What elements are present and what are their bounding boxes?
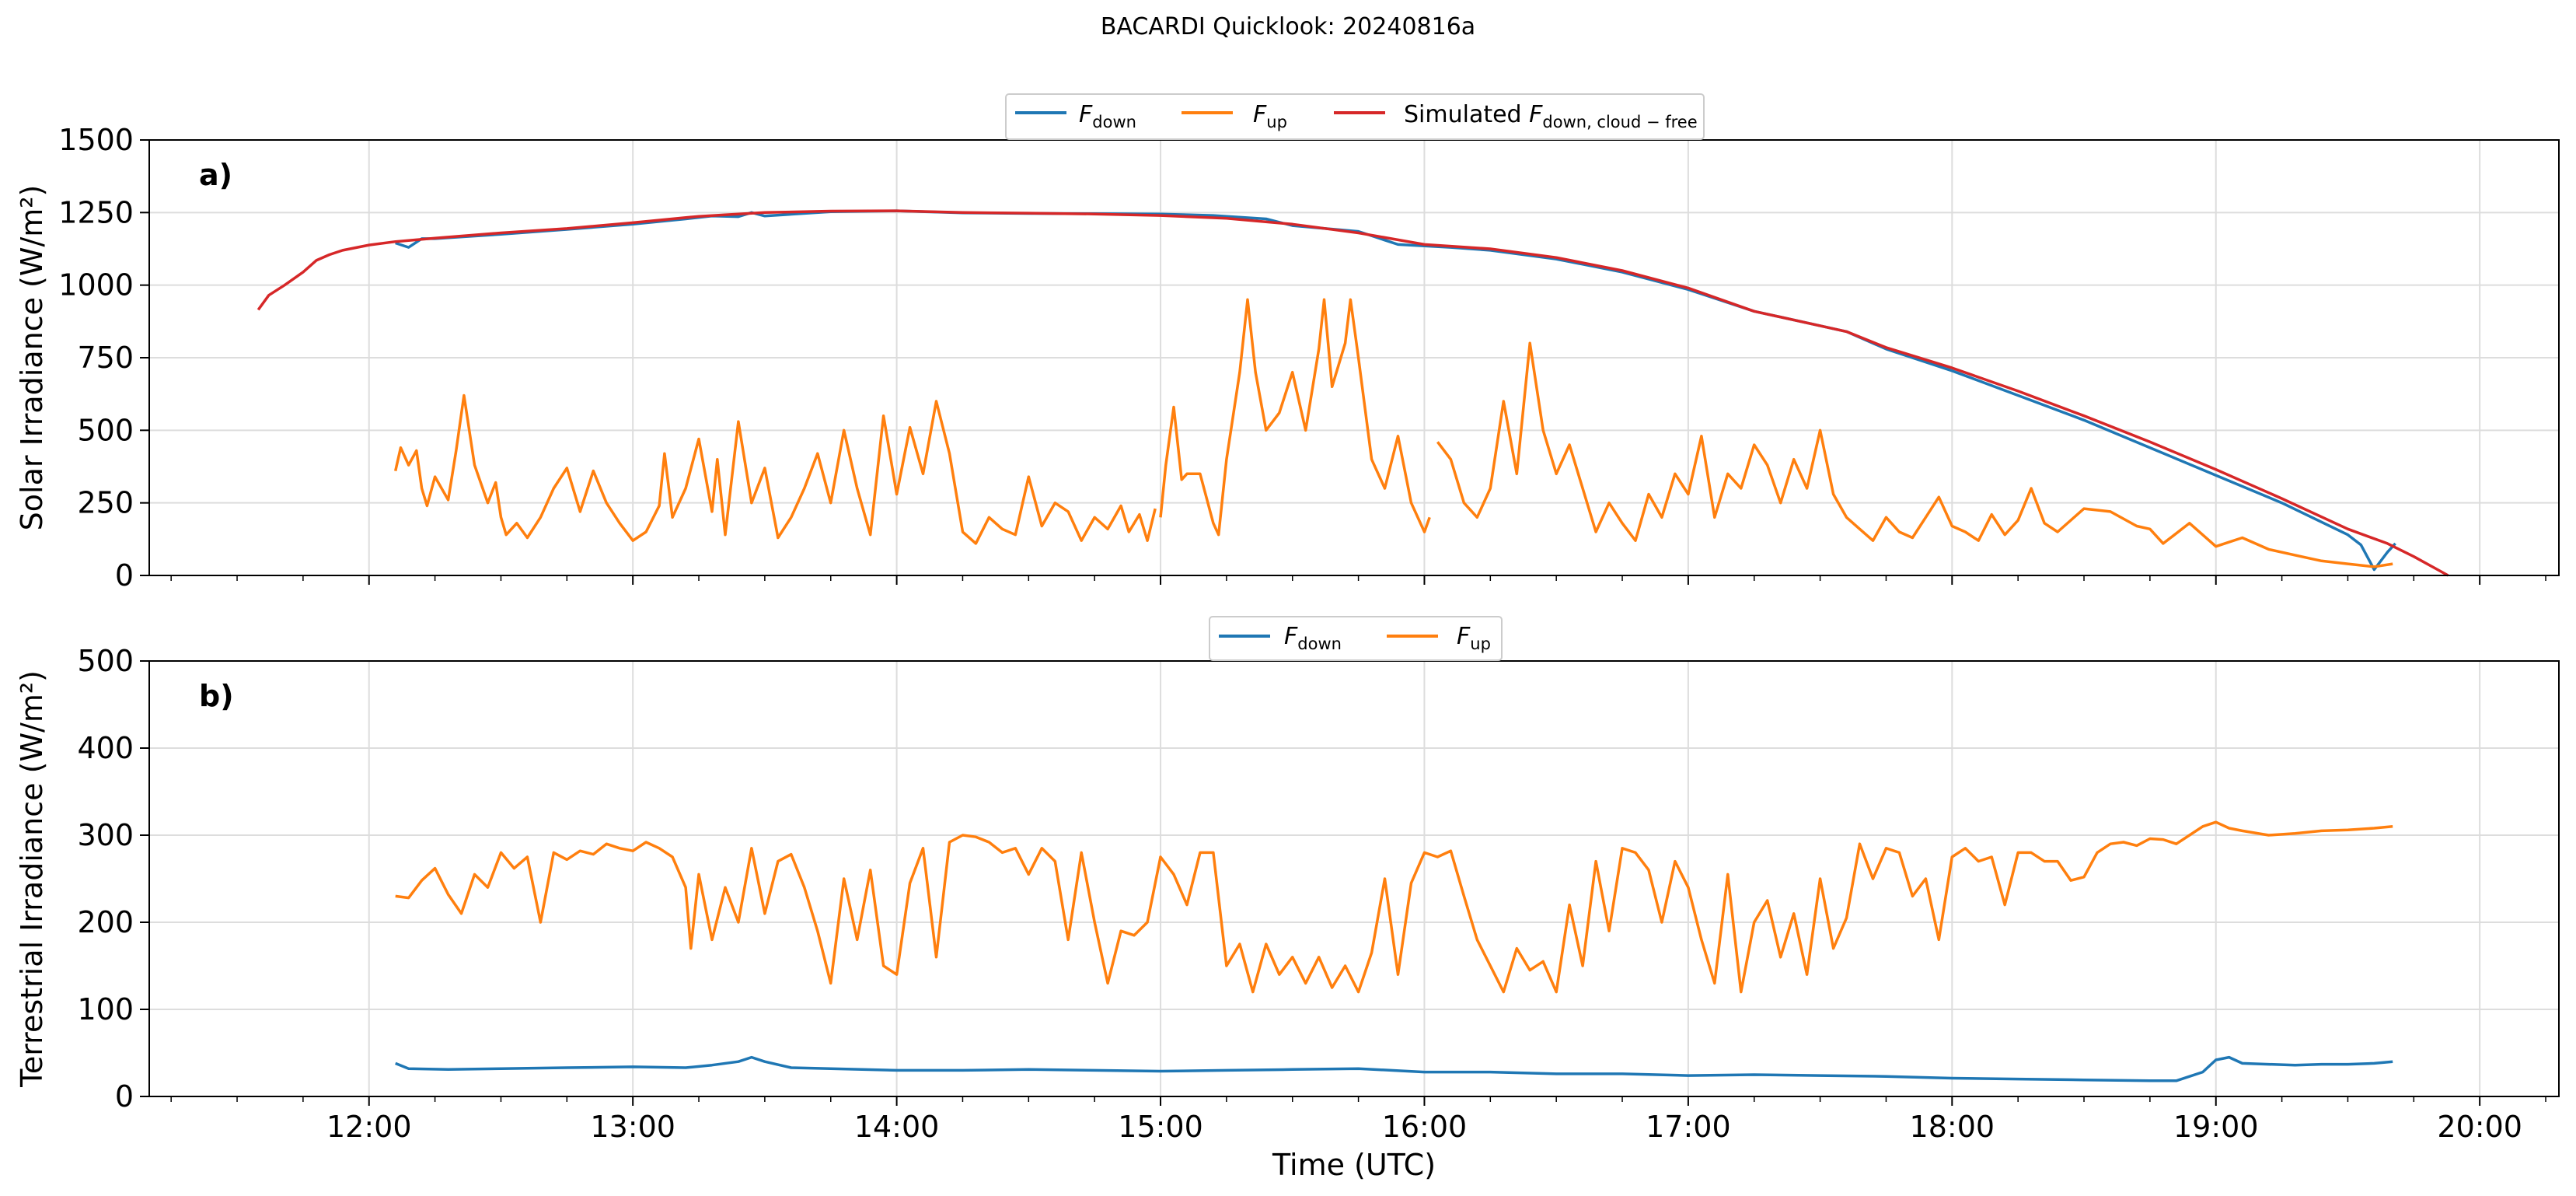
panel-b-lines <box>395 820 2393 1082</box>
x-tick-label: 16:00 <box>1382 1110 1468 1144</box>
series-line-fup <box>393 393 1157 545</box>
panel-b: 0 100 200 300 400 500 12:00 13:00 14:00 15:00 16:… <box>15 616 2560 1144</box>
panel-a-label: a) <box>199 158 232 192</box>
x-tick-label: 15:00 <box>1118 1110 1203 1144</box>
legend-box <box>1005 93 1705 140</box>
x-axis-label: Time (UTC) <box>1272 1148 1436 1182</box>
y-tick-label: 200 <box>77 905 134 939</box>
figure-title: BACARDI Quicklook: 20240816a <box>1101 13 1475 40</box>
panel-b-yticks: 0 100 200 300 400 500 <box>77 644 149 1114</box>
x-tick-label: 14:00 <box>854 1110 940 1144</box>
y-tick-label: 100 <box>77 992 134 1026</box>
y-tick-label: 0 <box>115 558 134 593</box>
y-tick-label: 500 <box>77 644 134 678</box>
legend-fdown-label: Fdown <box>1079 101 1136 131</box>
legend-fup-label: Fup <box>1253 101 1287 131</box>
series-line-fup <box>1436 341 2393 568</box>
y-tick-label: 0 <box>115 1079 134 1114</box>
panel-a-legend: Fdown Fup Simulated Fdown, cloud − free <box>1005 93 1705 140</box>
panel-a-lines <box>257 209 2449 577</box>
x-tick-label: 13:00 <box>590 1110 675 1144</box>
legend-fup-label: Fup <box>1457 623 1491 653</box>
x-tick-label: 17:00 <box>1646 1110 1731 1144</box>
y-tick-label: 250 <box>77 486 134 520</box>
y-tick-label: 1250 <box>58 195 134 229</box>
panel-b-xticks: 12:00 13:00 14:00 15:00 16:00 17:00 18:00 19:00… <box>170 1096 2546 1144</box>
y-tick-label: 500 <box>77 413 134 447</box>
y-tick-label: 1000 <box>58 268 134 302</box>
series-line-fup <box>395 820 2393 994</box>
x-tick-label: 19:00 <box>2173 1110 2259 1144</box>
legend-box <box>1209 616 1503 661</box>
x-tick-label: 20:00 <box>2437 1110 2522 1144</box>
panel-b-axes <box>149 661 2559 1096</box>
series-line-fup <box>1159 298 1431 537</box>
y-tick-label: 750 <box>77 341 134 375</box>
panel-b-label: b) <box>199 679 234 713</box>
y-tick-label: 1500 <box>58 123 134 157</box>
panel-b-ylabel: Terrestrial Irradiance (W/m²) <box>15 670 49 1088</box>
y-tick-label: 400 <box>77 731 134 765</box>
legend-fdown-label: Fdown <box>1284 623 1342 653</box>
x-tick-label: 12:00 <box>326 1110 412 1144</box>
panel-a-ylabel: Solar Irradiance (W/m²) <box>15 185 49 531</box>
series-line-fdown <box>395 1055 2393 1082</box>
panel-a: 0 250 500 750 1000 1250 1500 a) Solar Irradian… <box>15 93 2560 593</box>
y-tick-label: 300 <box>77 818 134 852</box>
x-tick-label: 18:00 <box>1910 1110 1995 1144</box>
panel-b-legend: Fdown Fup <box>1209 616 1503 661</box>
panel-a-xticks <box>170 575 2546 585</box>
panel-a-yticks: 0 250 500 750 1000 1250 1500 <box>58 123 149 593</box>
series-line-sim <box>257 209 2449 577</box>
